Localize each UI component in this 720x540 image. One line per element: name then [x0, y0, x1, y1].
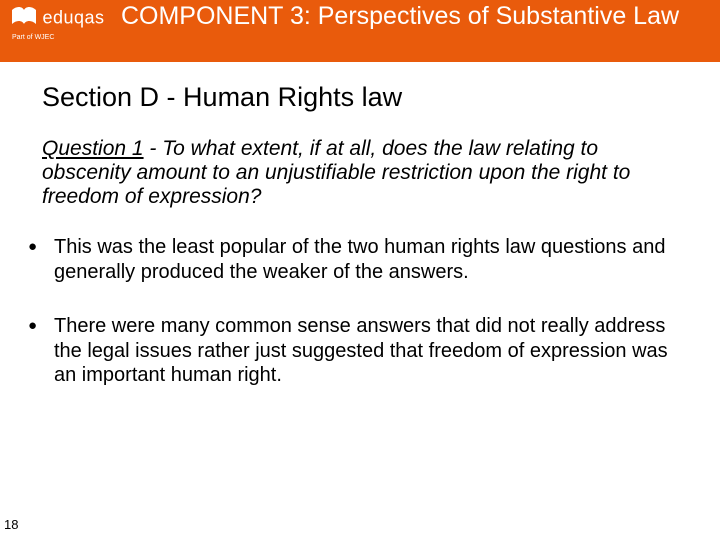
question-text: Question 1 - To what extent, if at all, …: [42, 137, 678, 209]
brand-logo: eduqas Part of WJEC: [10, 4, 105, 41]
slide-content: Section D - Human Rights law Question 1 …: [0, 62, 720, 387]
section-heading: Section D - Human Rights law: [42, 82, 678, 113]
page-number: 18: [4, 517, 18, 532]
header-bar: eduqas Part of WJEC COMPONENT 3: Perspec…: [0, 0, 720, 62]
bullet-list: This was the least popular of the two hu…: [20, 235, 678, 387]
list-item: This was the least popular of the two hu…: [20, 235, 678, 284]
page-title: COMPONENT 3: Perspectives of Substantive…: [120, 2, 680, 31]
brand-subtext: Part of WJEC: [12, 34, 105, 41]
question-label: Question 1: [42, 137, 144, 160]
book-icon: [10, 4, 38, 35]
list-item: There were many common sense answers tha…: [20, 314, 678, 387]
brand-name: eduqas: [42, 8, 104, 28]
